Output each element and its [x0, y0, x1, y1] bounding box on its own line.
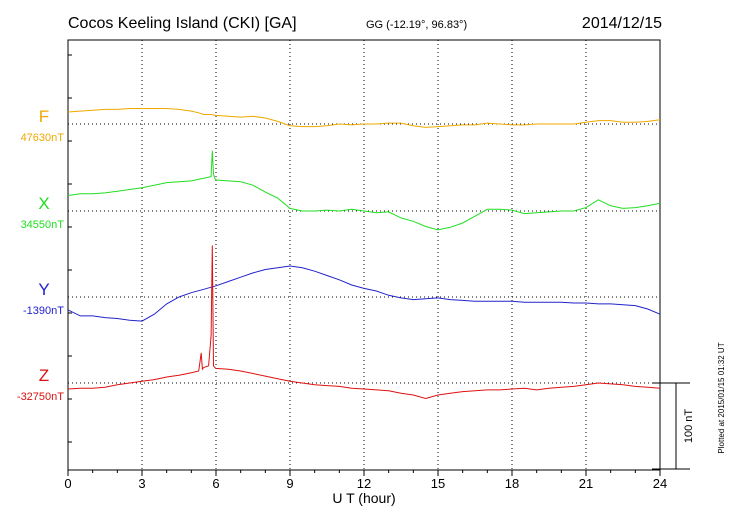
x-tick-label: 12 — [357, 476, 371, 491]
chart-date: 2014/12/15 — [582, 15, 662, 32]
channel-label-f: F — [39, 107, 49, 126]
x-tick-label: 18 — [505, 476, 519, 491]
chart-title: Cocos Keeling Island (CKI) [GA] — [68, 15, 297, 32]
grid — [141, 40, 587, 470]
series-line-x — [67, 150, 661, 231]
channel-labels: F 47630nT X 34550nT Y -1390nT Z -32750nT — [17, 107, 64, 403]
plotted-timestamp: Plotted at 2015/01/15 01:32 UT — [717, 342, 726, 453]
coordinates: GG (-12.19°, 96.83°) — [366, 19, 467, 31]
x-axis-label: U T (hour) — [332, 490, 395, 506]
channel-label-y: Y — [38, 280, 49, 299]
baseline-value-f: 47630nT — [21, 132, 65, 144]
channel-label-z: Z — [39, 366, 49, 385]
series-lines — [67, 108, 661, 400]
x-axis-ticks: 0 3 6 9 12 15 18 21 24 — [64, 54, 667, 491]
scale-bar-label: 100 nT — [683, 409, 695, 444]
x-tick-label: 9 — [286, 476, 293, 491]
baseline-value-z: -32750nT — [17, 391, 64, 403]
channel-label-x: X — [38, 194, 49, 213]
x-tick-label: 24 — [653, 476, 667, 491]
series-line-z — [67, 245, 661, 400]
x-tick-label: 0 — [64, 476, 71, 491]
x-tick-label: 21 — [579, 476, 593, 491]
x-tick-label: 6 — [212, 476, 219, 491]
x-tick-label: 15 — [431, 476, 445, 491]
x-tick-label: 3 — [138, 476, 145, 491]
series-line-f — [67, 108, 661, 128]
series-line-y — [67, 265, 661, 322]
baseline-value-x: 34550nT — [21, 219, 65, 231]
baseline-value-y: -1390nT — [23, 305, 64, 317]
scale-bar: 100 nT — [652, 382, 695, 470]
